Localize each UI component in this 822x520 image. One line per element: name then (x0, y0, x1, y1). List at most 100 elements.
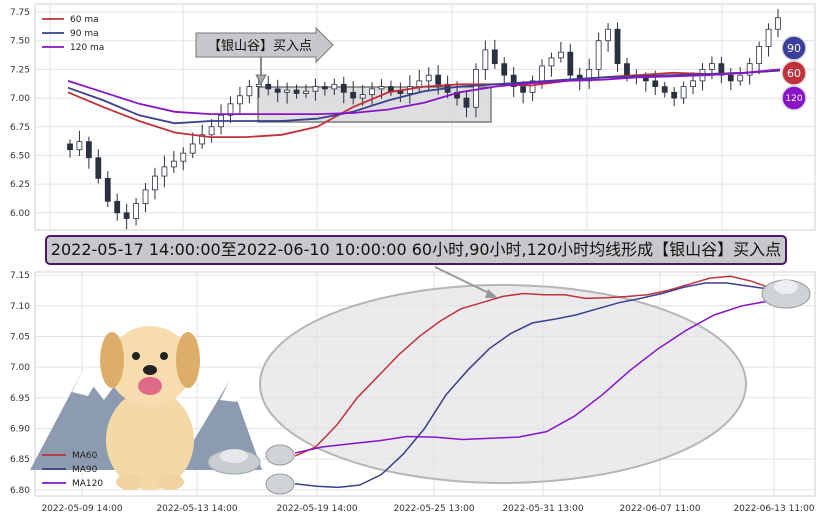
bottom-y-tick-label: 7.00 (10, 363, 30, 373)
dog-body (106, 390, 194, 490)
candle-body (548, 57, 555, 67)
candle-body (661, 86, 668, 93)
mountain-snow-left (72, 372, 104, 400)
candle-body (340, 83, 347, 93)
dog-head (108, 326, 192, 406)
candle-body (709, 63, 715, 70)
candle-body (331, 83, 338, 90)
candle-body (237, 95, 243, 105)
candle-body (775, 17, 781, 30)
candle-body (746, 63, 753, 76)
candle-body (321, 86, 328, 90)
bottom-x-tick-label: 2022-05-19 14:00 (276, 504, 357, 514)
candle-body (595, 40, 602, 70)
candle-body (624, 63, 630, 76)
signal-banner: 2022-05-17 14:00:00至2022-06-10 10:00:00 … (45, 235, 787, 265)
banner-pointer (434, 266, 496, 297)
badge-120-label: 120 (785, 94, 802, 104)
top-series-line (67, 68, 781, 115)
dog-paw-right (156, 474, 184, 490)
candle-body (161, 166, 168, 177)
candle-body (227, 103, 234, 116)
candle-body (473, 68, 479, 108)
silver-ingot-small-1 (265, 444, 295, 466)
candle-body (104, 177, 111, 202)
badge-90 (781, 35, 807, 61)
candle-body (482, 49, 489, 70)
mountain-right-icon (176, 380, 262, 470)
top-series-line (67, 69, 781, 139)
top-y-tick-label: 6.75 (10, 123, 30, 133)
ma-badges: 90 60 120 (781, 35, 807, 111)
badge-120 (781, 85, 807, 111)
candle-body (491, 49, 498, 65)
bottom-x-tick-label: 2022-05-25 13:00 (393, 504, 474, 514)
candle-body (293, 89, 300, 94)
bottom-ma-lines (294, 275, 773, 489)
candle-body (274, 88, 281, 93)
candle-body (765, 28, 772, 47)
top-ma-lines (67, 68, 781, 139)
candle-body (199, 134, 206, 145)
top-legend: 60 ma 90 ma 120 ma (42, 15, 104, 53)
candle-body (208, 126, 215, 136)
candle-body (142, 189, 149, 205)
bottom-series-line (294, 282, 771, 489)
candle-body (605, 28, 611, 42)
dog-nose (143, 365, 157, 375)
silver-ingot-small-2 (265, 473, 295, 495)
bottom-y-tick-label: 6.90 (10, 424, 30, 434)
candle-body (189, 143, 196, 154)
dog-ear-left (100, 332, 124, 388)
candle-body (690, 80, 696, 87)
callout-label: 【银山谷】买入点 (208, 39, 312, 54)
candle-body (416, 80, 423, 87)
candle-body (680, 86, 687, 99)
candle-body (369, 88, 375, 96)
candle-body (114, 200, 121, 214)
dog-icon (100, 326, 200, 490)
badge-90-label: 90 (787, 42, 801, 55)
bottom-y-tick-label: 7.05 (10, 332, 30, 342)
bottom-y-tick-label: 6.80 (10, 486, 30, 496)
top-series-line (67, 69, 781, 125)
bottom-y-tick-label: 7.15 (10, 271, 30, 281)
candle-body (529, 80, 536, 93)
legend-label-ma90: MA90 (72, 465, 98, 475)
bottom-x-tick-label: 2022-05-13 14:00 (156, 504, 237, 514)
candle-body (737, 74, 744, 82)
dog-eye-left (132, 352, 140, 360)
candle-body (303, 90, 309, 94)
silver-ingot-small-3 (761, 279, 811, 309)
dog-ear-right (176, 332, 200, 388)
callout-pointer-head (255, 74, 267, 86)
candle-body (671, 91, 678, 99)
bottom-x-tick-label: 2022-06-07 11:00 (619, 504, 700, 514)
dog-tongue (138, 377, 162, 395)
candle-body (350, 91, 357, 99)
candle-body (388, 86, 394, 92)
candle-body (284, 89, 291, 93)
bottom-y-tick-label: 6.85 (10, 455, 30, 465)
highlight-ellipse (259, 284, 747, 484)
dog-paw-left (116, 474, 144, 490)
bottom-x-axis: 2022-05-09 14:00 2022-05-13 14:00 2022-05-… (41, 504, 814, 514)
legend-label-60: 60 ma (70, 15, 99, 25)
candle-body (76, 141, 83, 151)
top-y-tick-label: 7.75 (10, 8, 30, 18)
silver-ingot-icon (207, 449, 261, 475)
legend-label-120: 120 ma (70, 43, 104, 53)
silver-ingot-top (220, 449, 248, 463)
candle-body (463, 97, 470, 108)
candle-body (520, 86, 527, 93)
candle-body (133, 203, 139, 219)
candle-body (652, 80, 659, 87)
candle-body (85, 141, 92, 159)
legend-label-ma60: MA60 (72, 451, 98, 461)
bottom-y-tick-label: 6.95 (10, 394, 30, 404)
top-y-tick-label: 6.25 (10, 180, 30, 190)
bottom-grid (35, 272, 815, 496)
bottom-series-line (294, 300, 771, 454)
candle-body (567, 51, 574, 76)
buy-point-callout: 【银山谷】买入点 (195, 26, 334, 86)
